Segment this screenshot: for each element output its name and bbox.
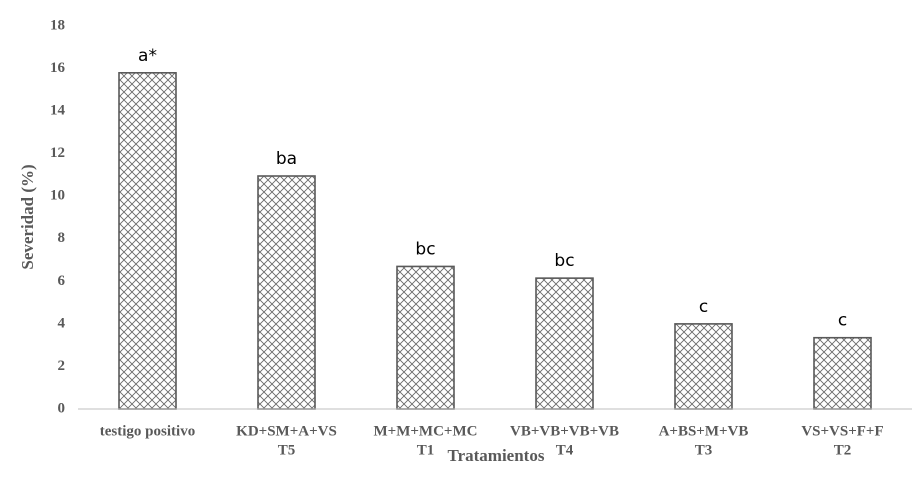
- bars: [118, 72, 872, 410]
- significance-letter: bc: [554, 251, 574, 271]
- y-tick-label: 6: [58, 273, 66, 289]
- x-tick-label: VS+VS+F+F: [801, 423, 883, 439]
- y-tick-label: 16: [50, 60, 66, 76]
- y-tick-label: 10: [50, 188, 65, 204]
- y-tick-label: 18: [50, 17, 65, 33]
- x-tick-sublabel: T2: [834, 442, 852, 458]
- y-axis-ticks: 0 2 4 6 8 10 12 14 16 18: [50, 17, 66, 416]
- y-tick-label: 8: [58, 230, 66, 246]
- bar: [674, 323, 733, 410]
- significance-letter: c: [699, 297, 708, 317]
- significance-letters: a* ba bc bc c c: [138, 46, 847, 331]
- y-tick-label: 4: [58, 315, 66, 331]
- y-tick-label: 2: [58, 358, 66, 374]
- x-tick-sublabel: T1: [417, 442, 435, 458]
- x-axis-ticks: testigo positivo KD+SM+A+VS T5 M+M+MC+MC T1 V…: [100, 423, 884, 458]
- significance-letter: a*: [138, 46, 157, 66]
- significance-letter: c: [838, 311, 847, 331]
- y-tick-label: 12: [50, 145, 65, 161]
- x-tick-sublabel: T4: [556, 442, 574, 458]
- x-axis-title: Tratamientos: [448, 446, 545, 465]
- x-tick-sublabel: T3: [695, 442, 713, 458]
- y-axis-title: Severidad (%): [18, 164, 37, 269]
- bar: [257, 175, 316, 410]
- x-tick-sublabel: T5: [278, 442, 296, 458]
- significance-letter: bc: [415, 239, 435, 259]
- bar: [396, 265, 455, 410]
- bar: [535, 277, 594, 410]
- y-tick-label: 0: [58, 400, 66, 416]
- x-tick-label: M+M+MC+MC: [374, 423, 478, 439]
- x-tick-label: VB+VB+VB+VB: [510, 423, 619, 439]
- bar: [813, 336, 872, 410]
- x-tick-label: KD+SM+A+VS: [236, 423, 337, 439]
- significance-letter: ba: [276, 149, 297, 169]
- x-tick-label: testigo positivo: [100, 423, 195, 439]
- bar: [118, 72, 177, 410]
- y-tick-label: 14: [50, 103, 66, 119]
- x-tick-label: A+BS+M+VB: [659, 423, 749, 439]
